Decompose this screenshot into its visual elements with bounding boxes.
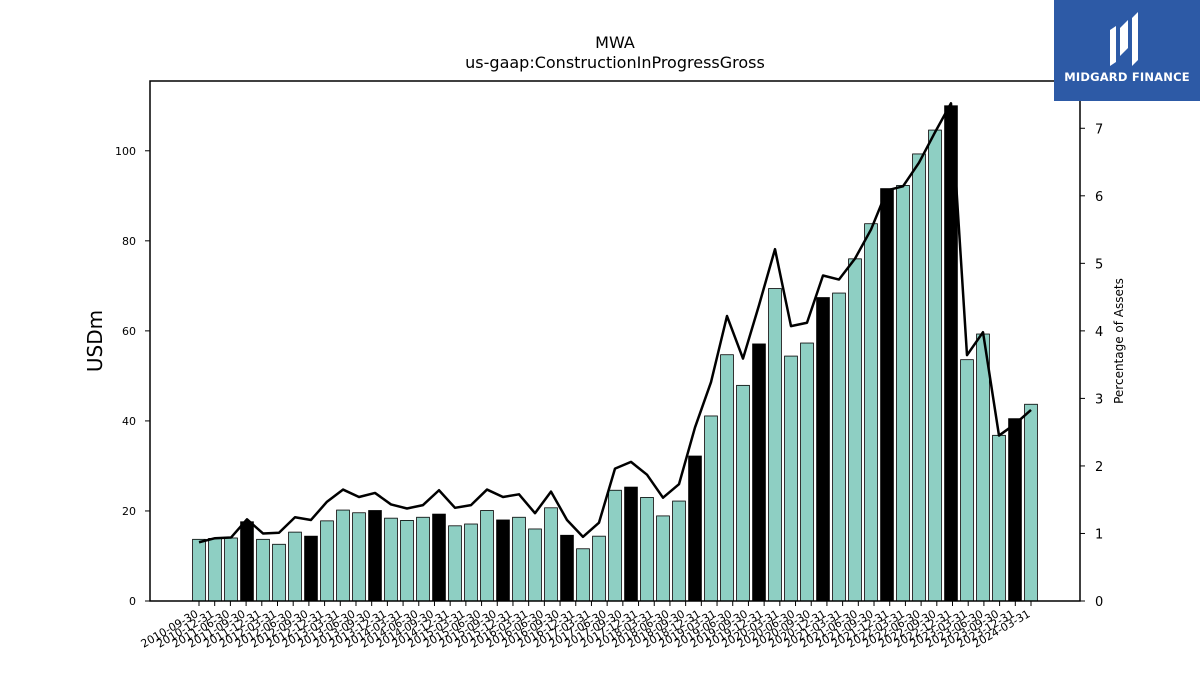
y2-tick-label: 5 — [1095, 257, 1103, 272]
bar-6 — [288, 531, 302, 602]
bars-layer — [192, 105, 1038, 602]
y-axis-label: USDm — [83, 310, 107, 372]
bar-5 — [272, 543, 286, 602]
bar-24 — [576, 548, 590, 602]
bar-14 — [416, 516, 430, 602]
y2-tick-label: 0 — [1095, 595, 1103, 610]
bar-17 — [464, 523, 478, 602]
bar-34 — [736, 384, 750, 602]
bar-49 — [976, 333, 990, 602]
bar-41 — [848, 258, 862, 602]
bar-3 — [240, 521, 254, 602]
bar-43 — [880, 188, 894, 602]
bar-32 — [704, 415, 718, 602]
y2-tick-label: 6 — [1095, 190, 1103, 205]
bar-46 — [928, 129, 942, 602]
bar-16 — [448, 525, 462, 602]
bar-0 — [192, 538, 206, 602]
y-tick-label: 40 — [122, 415, 136, 428]
y2-tick-label: 3 — [1095, 392, 1103, 407]
bar-31 — [688, 455, 702, 602]
bar-42 — [864, 223, 878, 602]
bar-20 — [512, 516, 526, 602]
y2-axis-label: Percentage of Assets — [1112, 278, 1126, 404]
y-tick-label: 0 — [129, 595, 136, 608]
line-layer — [198, 102, 1032, 544]
bar-26 — [608, 489, 622, 602]
y-axis-left: 0 20 40 60 80 100 — [115, 145, 150, 608]
bar-25 — [592, 535, 606, 602]
x-axis: 2010-09-302010-12-312011-06-302011-09-30… — [139, 601, 1033, 651]
bar-21 — [528, 528, 542, 602]
y2-tick-label: 2 — [1095, 460, 1103, 475]
logo-text: MIDGARD FINANCE — [1064, 70, 1190, 84]
bar-9 — [336, 509, 350, 602]
midgard-finance-logo: MIDGARD FINANCE — [1054, 0, 1200, 101]
bar-35 — [752, 343, 766, 602]
bar-4 — [256, 538, 270, 602]
percentage-line — [198, 102, 1032, 544]
bar-15 — [432, 513, 446, 602]
y-tick-label: 20 — [122, 505, 136, 518]
y2-tick-label: 7 — [1095, 122, 1103, 137]
y-tick-label: 100 — [115, 145, 136, 158]
bar-1 — [208, 538, 222, 602]
bar-37 — [784, 355, 798, 602]
bar-50 — [992, 434, 1006, 602]
y-axis-right: 0 1 2 3 4 5 6 7 — [1080, 122, 1103, 610]
chart-subtitle: us-gaap:ConstructionInProgressGross — [465, 53, 765, 72]
bar-51 — [1008, 418, 1022, 602]
bar-45 — [912, 153, 926, 602]
bar-12 — [384, 517, 398, 602]
bar-36 — [768, 288, 782, 602]
bar-2 — [224, 537, 238, 602]
chart-title: MWA — [595, 33, 635, 52]
bar-44 — [896, 185, 910, 602]
bar-27 — [624, 486, 638, 602]
bar-30 — [672, 500, 686, 602]
bar-23 — [560, 534, 574, 602]
logo-mark-icon — [1110, 12, 1138, 66]
y2-tick-label: 1 — [1095, 527, 1103, 542]
bar-10 — [352, 512, 366, 602]
bar-19 — [496, 519, 510, 602]
y-tick-label: 80 — [122, 235, 136, 248]
bar-29 — [656, 515, 670, 602]
bar-40 — [832, 292, 846, 602]
bar-18 — [480, 510, 494, 602]
bar-38 — [800, 342, 814, 602]
bar-39 — [816, 297, 830, 602]
bar-8 — [320, 520, 334, 602]
bar-22 — [544, 507, 558, 602]
bar-33 — [720, 354, 734, 602]
y2-tick-label: 4 — [1095, 325, 1103, 340]
bar-11 — [368, 510, 382, 602]
bar-48 — [960, 359, 974, 602]
bar-7 — [304, 535, 318, 602]
bar-52 — [1024, 403, 1038, 602]
y-tick-label: 60 — [122, 325, 136, 338]
bar-28 — [640, 497, 654, 602]
bar-13 — [400, 520, 414, 602]
plot-frame — [149, 80, 1081, 602]
